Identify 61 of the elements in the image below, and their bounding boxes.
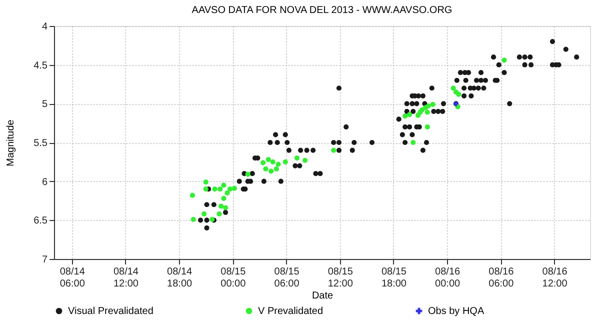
legend-label: V Prevalidated <box>258 306 324 317</box>
x-tick-label: 08/14 18:00 <box>167 266 193 290</box>
point <box>274 166 279 172</box>
y-axis-title: Magnitude <box>6 119 17 166</box>
x-tick-label: 08/15 00:00 <box>220 266 246 290</box>
point <box>331 148 336 153</box>
x-tick-label: 08/14 06:00 <box>60 266 86 290</box>
point <box>232 186 238 191</box>
x-tick-label: 08/15 18:00 <box>381 266 407 290</box>
x-tick-label: 08/16 00:00 <box>435 266 461 290</box>
point <box>224 190 230 196</box>
point <box>410 140 416 146</box>
y-tick-label: 5 <box>42 99 48 110</box>
point <box>203 180 208 185</box>
point <box>294 155 300 161</box>
point <box>268 168 274 174</box>
point <box>222 205 228 210</box>
point <box>282 159 288 164</box>
point <box>218 204 224 209</box>
y-tick-label: 7 <box>42 254 48 266</box>
point <box>276 162 281 167</box>
point <box>270 159 276 164</box>
legend-label: Obs by HQA <box>428 306 484 317</box>
point <box>212 186 218 192</box>
point <box>450 86 456 91</box>
point <box>260 160 266 166</box>
point <box>203 186 208 192</box>
point <box>190 192 196 198</box>
point <box>426 103 431 109</box>
point <box>406 112 412 118</box>
point <box>227 186 233 192</box>
y-tick-label: 6.5 <box>34 216 48 227</box>
y-tick-label: 4.5 <box>34 60 48 72</box>
x-tick-label: 08/15 12:00 <box>328 266 354 290</box>
legend-label: Visual Prevalidated <box>68 306 154 317</box>
point <box>263 166 268 172</box>
x-tick-label: 08/14 12:00 <box>113 266 139 290</box>
point <box>216 211 222 216</box>
point <box>202 211 207 216</box>
y-tick-label: 5.5 <box>34 138 48 149</box>
point <box>266 157 271 162</box>
x-tick-label: 08/16 06:00 <box>488 266 514 290</box>
point <box>402 114 408 119</box>
y-tick-label: 6 <box>42 176 48 188</box>
y-tick-label: 4 <box>42 22 48 32</box>
point <box>502 58 507 63</box>
x-axis-title: Date <box>312 290 334 302</box>
point <box>302 158 308 163</box>
point <box>221 182 226 188</box>
point <box>424 110 430 115</box>
point <box>424 124 430 130</box>
point <box>430 102 436 107</box>
point <box>245 172 250 177</box>
point <box>418 110 423 115</box>
point <box>453 89 459 95</box>
x-tick-label: 08/16 12:00 <box>542 266 568 290</box>
x-tick-label: 08/15 06:00 <box>274 266 300 290</box>
point <box>218 186 223 192</box>
point <box>190 216 196 222</box>
point <box>221 196 226 201</box>
chart-title: AAVSO DATA FOR NOVA DEL 2013 - WWW.AAVSO.ORG <box>192 5 452 16</box>
